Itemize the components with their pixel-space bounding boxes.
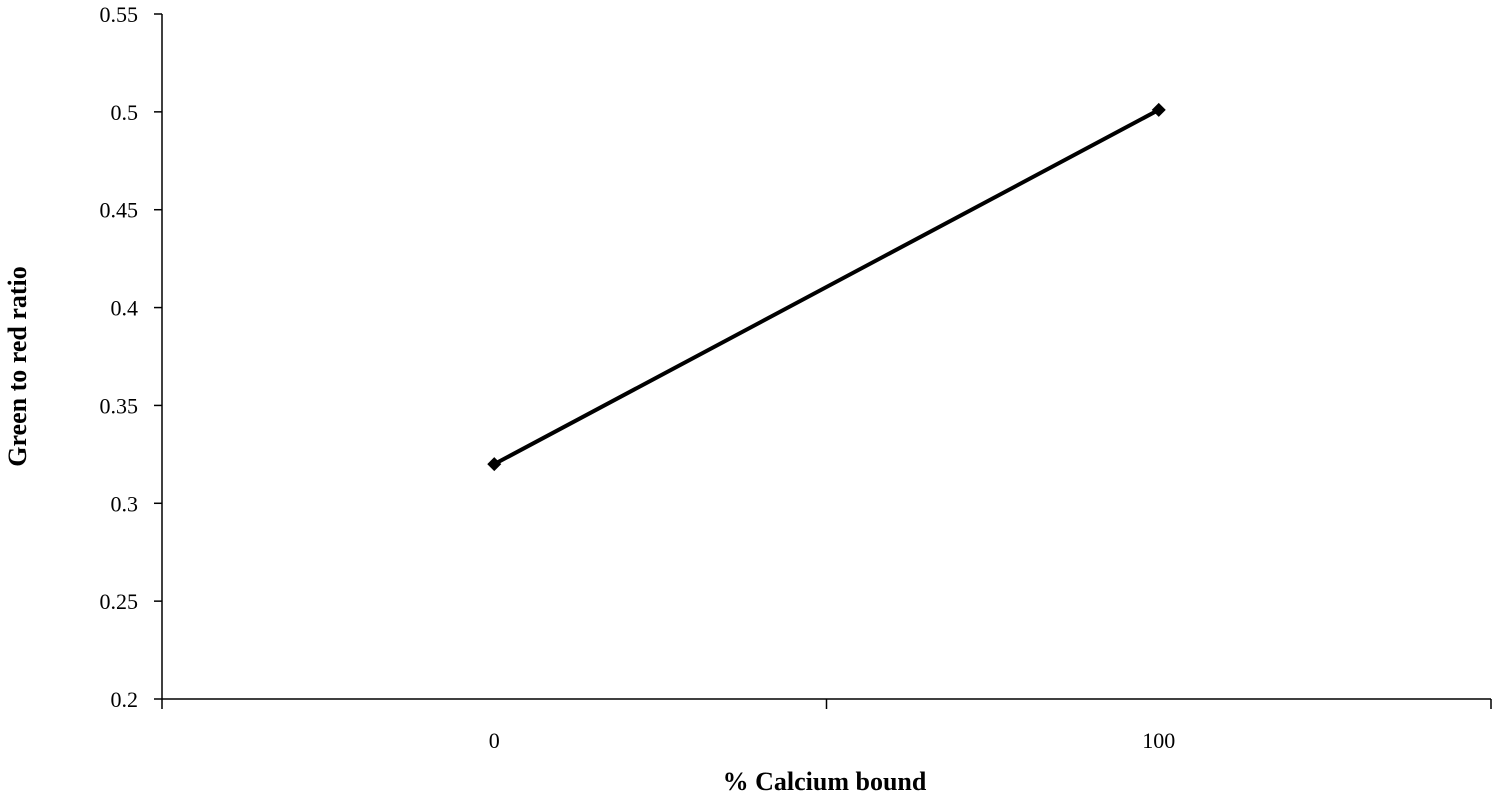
y-tick-label: 0.25 xyxy=(100,589,139,614)
y-tick-label: 0.55 xyxy=(100,2,139,27)
y-axis-title: Green to red ratio xyxy=(3,266,32,466)
series-line xyxy=(493,108,1160,466)
y-tick-label: 0.3 xyxy=(111,491,139,516)
x-tick-label: 0 xyxy=(489,728,500,753)
x-axis-title: % Calcium bound xyxy=(723,767,927,796)
y-tick-label: 0.4 xyxy=(111,296,139,321)
y-tick-label: 0.2 xyxy=(111,687,139,712)
x-tick-label: 100 xyxy=(1142,728,1175,753)
data-point-marker xyxy=(1151,102,1166,117)
x-axis-ticks: 0 100 xyxy=(161,699,1492,753)
data-point-marker xyxy=(487,457,502,472)
axes xyxy=(161,14,1491,700)
y-tick-label: 0.35 xyxy=(100,393,139,418)
y-axis-ticks: 0.2 0.25 0.3 0.35 0.4 0.45 0.5 0.55 xyxy=(100,2,162,712)
y-tick-label: 0.45 xyxy=(100,198,139,223)
series-group xyxy=(487,102,1166,472)
y-tick-label: 0.5 xyxy=(111,100,139,125)
